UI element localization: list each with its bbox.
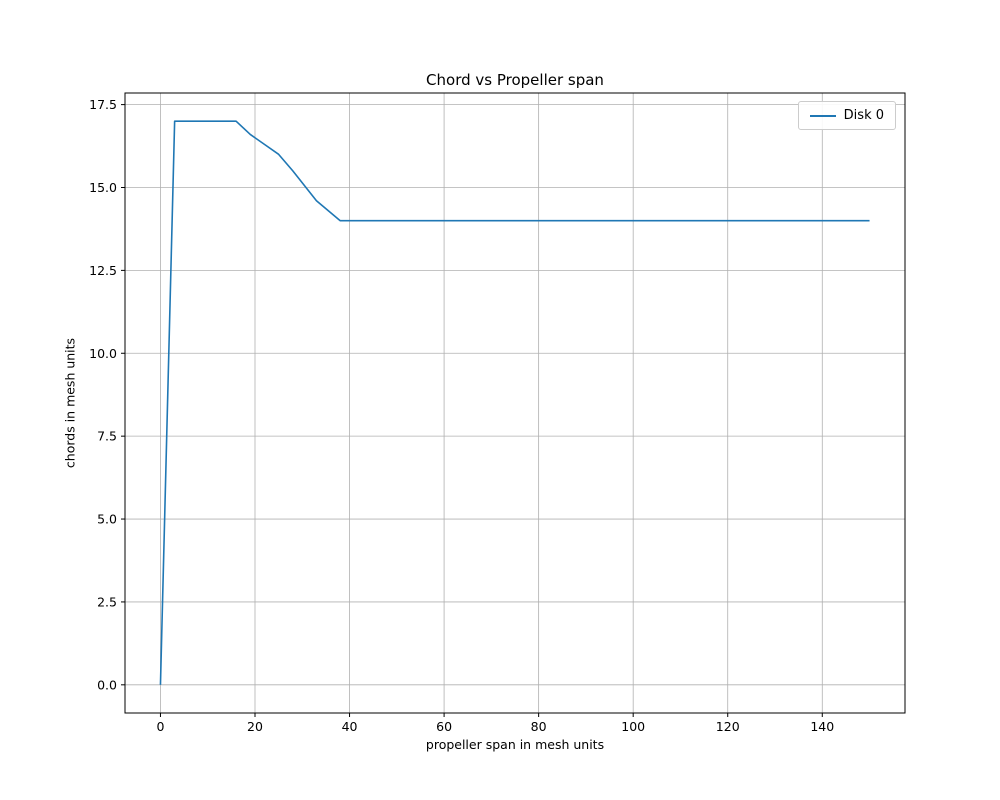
legend-series-label: Disk 0 [843,108,884,123]
svg-text:140: 140 [810,719,834,734]
svg-text:7.5: 7.5 [97,429,117,444]
svg-text:10.0: 10.0 [89,346,117,361]
svg-text:80: 80 [531,719,547,734]
chart-title: Chord vs Propeller span [426,71,604,89]
svg-text:60: 60 [436,719,452,734]
legend-line-sample [809,114,836,117]
y-axis-label: chords in mesh units [62,337,78,469]
svg-text:0.0: 0.0 [97,677,117,692]
legend: Disk 0 [797,101,896,130]
svg-text:120: 120 [716,719,740,734]
svg-text:100: 100 [621,719,645,734]
x-axis-label: propeller span in mesh units [425,737,605,752]
svg-text:12.5: 12.5 [89,263,117,278]
svg-text:2.5: 2.5 [97,594,117,609]
svg-text:5.0: 5.0 [97,512,117,527]
svg-text:0: 0 [156,719,164,734]
svg-text:40: 40 [342,719,358,734]
svg-text:15.0: 15.0 [89,180,117,195]
svg-text:17.5: 17.5 [89,97,117,112]
svg-text:20: 20 [247,719,263,734]
